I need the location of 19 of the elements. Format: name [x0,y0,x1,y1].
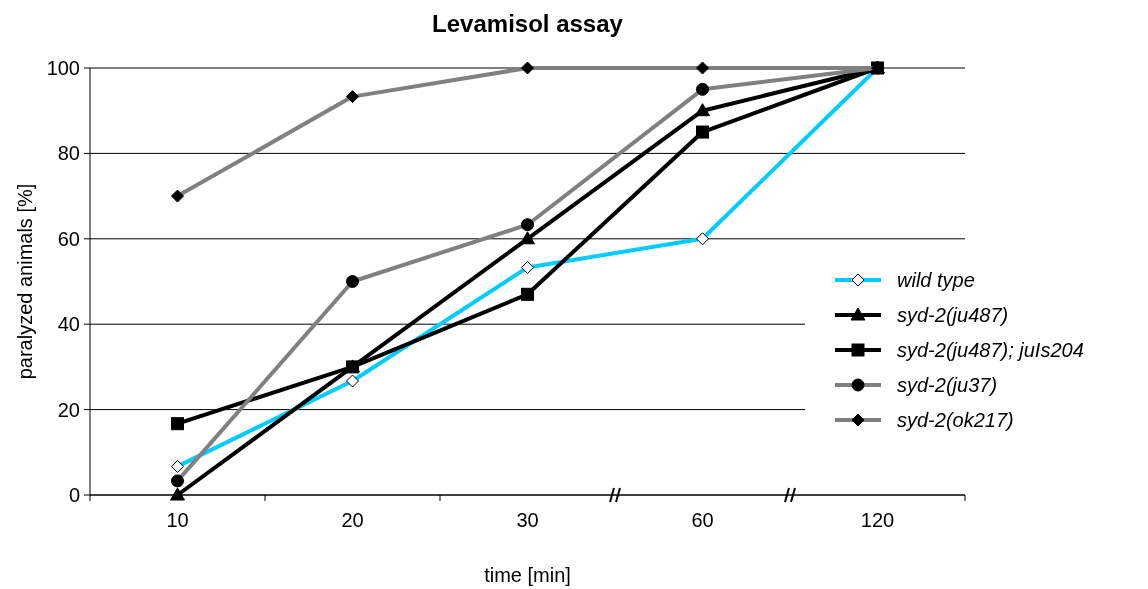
x-tick-label: 10 [166,509,189,531]
legend-label: wild type [897,269,975,291]
x-tick-label: 30 [516,509,539,531]
chart-title: Levamisol assay [432,10,624,37]
x-tick-label: 120 [860,509,895,531]
legend-label: syd-2(ju487); juIs204 [897,339,1084,361]
y-tick-label: 100 [46,57,80,79]
x-axis-title: time [min] [484,564,571,586]
legend-label: syd-2(ju37) [897,374,998,396]
y-tick-label: 20 [57,398,80,421]
y-axis-title: paralyzed animals [%] [14,183,36,380]
y-tick-label: 80 [57,142,80,165]
legend-label: syd-2(ju487) [897,304,1009,326]
legend-label: syd-2(ok217) [897,409,1014,431]
x-tick-label: 20 [341,509,364,531]
x-tick-label: 60 [691,509,714,531]
y-tick-label: 60 [57,227,80,250]
y-tick-label: 40 [57,313,80,336]
y-tick-label: 0 [68,484,80,506]
